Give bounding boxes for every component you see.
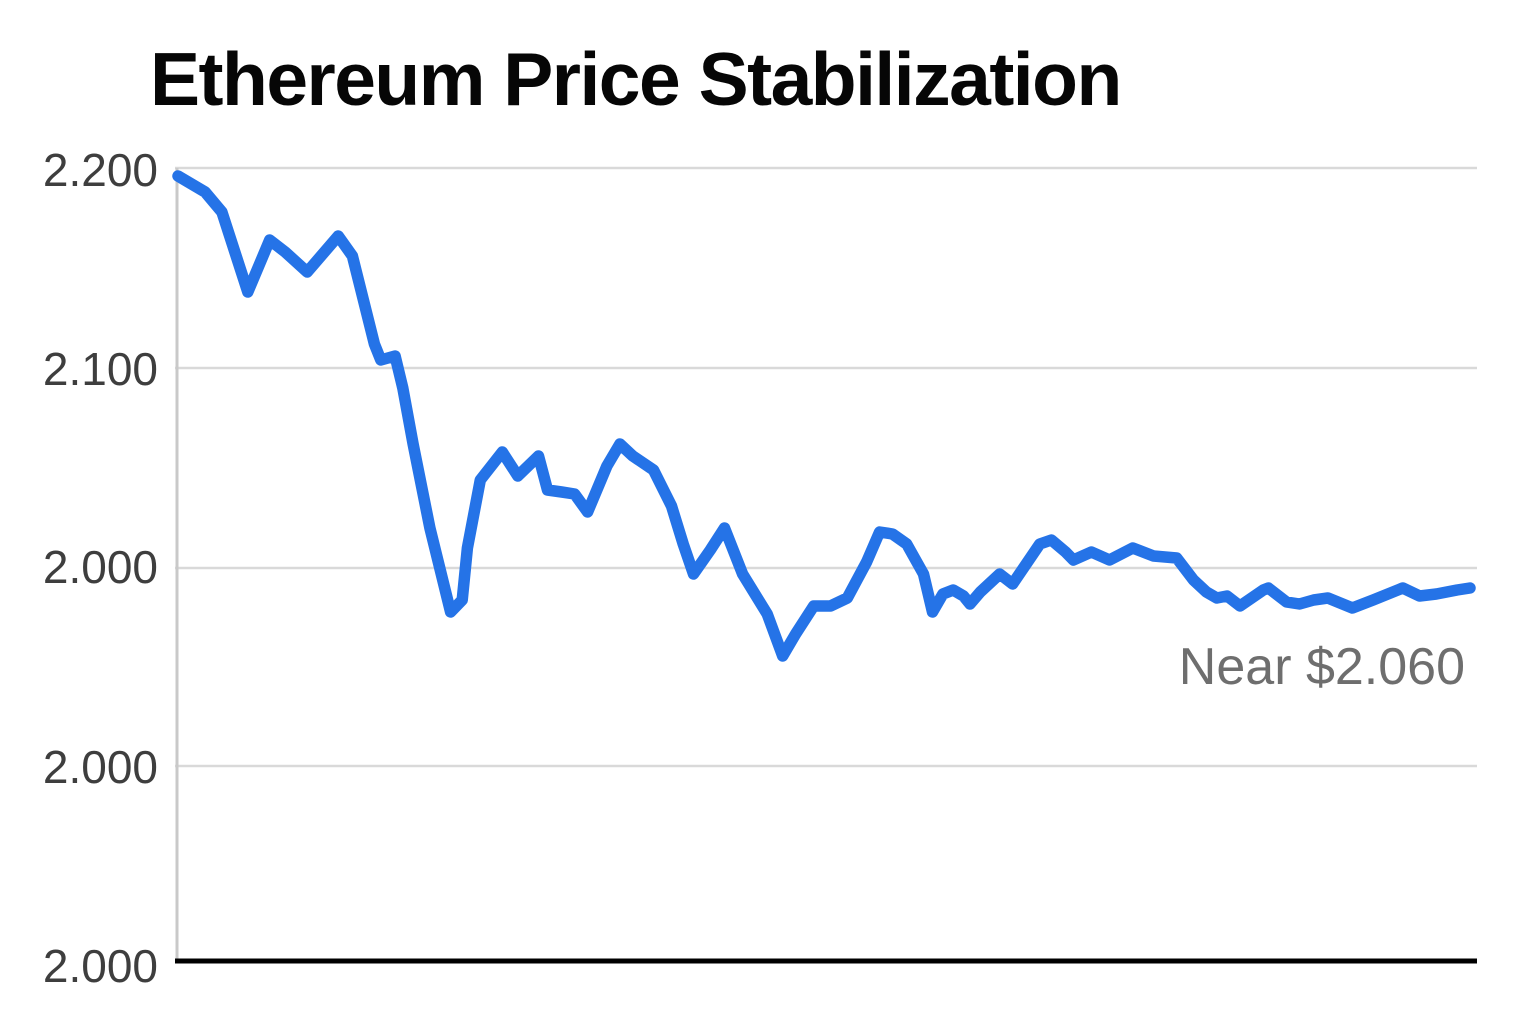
y-axis-tick-label: 2.000: [42, 940, 158, 992]
annotation-label: Near $2.060: [1178, 638, 1465, 696]
y-axis-tick-label: 2.100: [42, 343, 158, 395]
chart-title: Ethereum Price Stabilization: [150, 37, 1122, 121]
y-axis-tick-label: 2.000: [42, 541, 158, 593]
y-axis-tick-label: 2.000: [42, 741, 158, 793]
price-line: [172, 170, 1476, 662]
y-axis-tick-label: 2.200: [42, 144, 158, 196]
